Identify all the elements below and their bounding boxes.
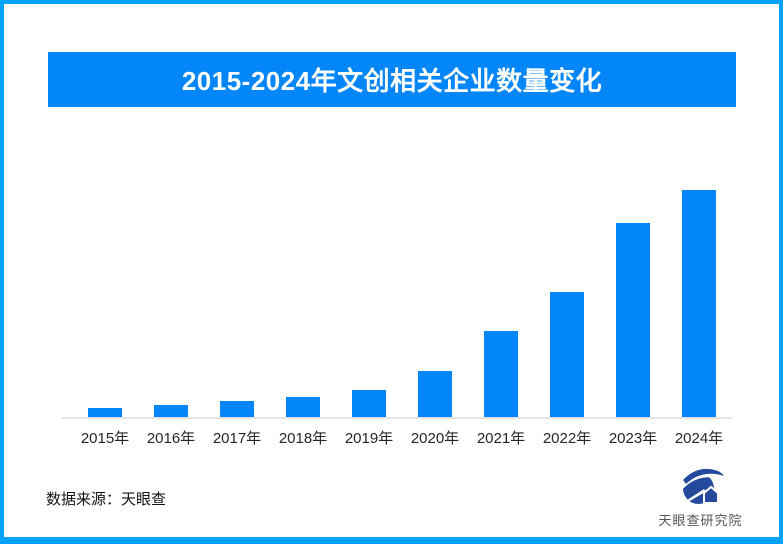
x-axis-label: 2016年 [146, 430, 196, 447]
bar-group-2019年 [336, 190, 402, 417]
tianyancha-logo: 天眼查研究院 [653, 467, 748, 529]
bar [616, 222, 650, 417]
x-axis-labels: 2015年 2016年 2017年 2018年 2019年 2020年 2021年 2022年… [72, 427, 732, 448]
bar-chart [72, 190, 732, 417]
bar [682, 190, 716, 417]
bar [154, 404, 188, 417]
x-axis-label: 2017年 [212, 430, 262, 447]
bar [220, 401, 254, 417]
bar [352, 390, 386, 417]
x-axis-label: 2019年 [344, 430, 394, 447]
bar-group-2017年 [204, 190, 270, 417]
x-axis-label: 2015年 [80, 430, 130, 447]
x-axis-label: 2022年 [542, 430, 592, 447]
bar-group-2015年 [72, 190, 138, 417]
x-axis-label: 2021年 [476, 430, 526, 447]
bar-group-2018年 [270, 190, 336, 417]
tianyancha-logo-text: 天眼查研究院 [658, 513, 743, 528]
bar [550, 291, 584, 417]
x-axis-label: 2020年 [410, 430, 460, 447]
bar [286, 397, 320, 417]
bar-group-2024年 [666, 190, 732, 417]
x-axis-label: 2018年 [278, 430, 328, 447]
bar [484, 330, 518, 417]
x-axis-label: 2024年 [674, 430, 724, 447]
data-source-label: 数据来源：天眼查 [46, 491, 167, 508]
x-axis-line [62, 417, 732, 419]
bar-group-2016年 [138, 190, 204, 417]
chart-title-banner: 2015-2024年文创相关企业数量变化 [48, 52, 736, 107]
bar [88, 407, 122, 417]
bar-group-2023年 [600, 190, 666, 417]
bar-group-2020年 [402, 190, 468, 417]
bar-group-2021年 [468, 190, 534, 417]
tianyancha-logo-icon [677, 468, 724, 505]
bar [418, 370, 452, 417]
chart-title: 2015-2024年文创相关企业数量变化 [181, 66, 603, 96]
x-axis-label: 2023年 [608, 430, 658, 447]
bar-group-2022年 [534, 190, 600, 417]
